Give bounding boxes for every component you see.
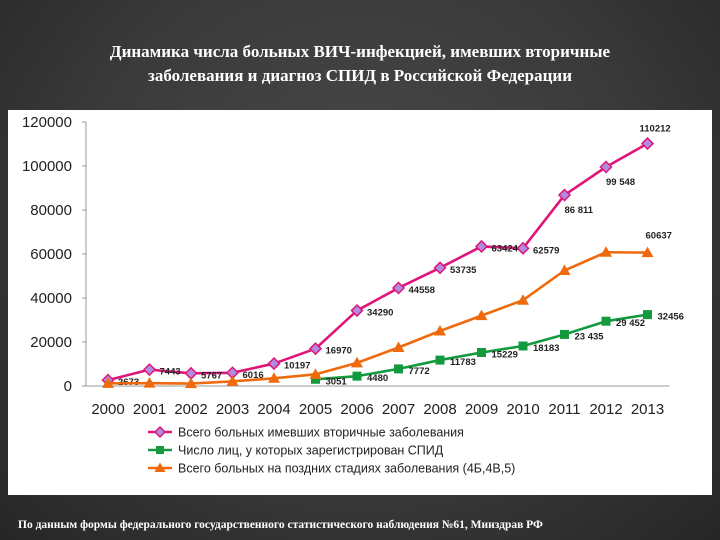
data-point-square <box>601 316 611 326</box>
data-point-diamond <box>599 160 613 174</box>
data-label: 29 452 <box>616 318 645 329</box>
chart-area: 0 20000 40000 60000 80000 100000 120000 2000 200… <box>8 110 712 495</box>
data-point-triangle <box>641 246 654 258</box>
data-point-triangle <box>475 309 488 321</box>
data-point-square <box>394 364 403 374</box>
y-tick-label: 0 <box>64 378 72 395</box>
legend-label: Всего больных имевших вторичные заболева… <box>178 426 464 440</box>
data-point-triangle <box>102 377 114 388</box>
data-point-triangle <box>600 246 612 257</box>
data-label: 7772 <box>409 366 430 377</box>
data-point-triangle <box>268 372 280 383</box>
legend-marker-square <box>156 446 164 454</box>
x-tick-label: 2012 <box>589 401 622 418</box>
data-label: 63424 <box>492 243 519 254</box>
data-point-diamond <box>267 357 281 371</box>
y-tick-label: 20000 <box>30 334 72 351</box>
data-point-diamond <box>184 366 198 380</box>
data-point-diamond <box>640 136 655 151</box>
data-point-diamond <box>391 281 406 295</box>
x-tick-label: 2003 <box>216 401 249 418</box>
data-label: 10197 <box>284 361 310 372</box>
data-label: 5767 <box>201 370 222 381</box>
data-point-diamond <box>142 363 157 377</box>
data-point-square <box>560 329 569 339</box>
legend-marker-diamond <box>153 425 167 439</box>
title-line-1: Динамика числа больных ВИЧ-инфекцией, им… <box>109 42 611 61</box>
title-line-2: заболевания и диагноз СПИД в Российской … <box>147 66 573 85</box>
data-label: 34290 <box>367 308 393 319</box>
chart-title: Динамика числа больных ВИЧ-инфекцией, им… <box>40 40 680 88</box>
x-tick-label: 2008 <box>423 401 456 418</box>
data-point-diamond <box>474 239 489 254</box>
data-point-triangle <box>392 341 405 352</box>
series-line-1 <box>107 142 649 382</box>
x-tick-label: 2002 <box>174 401 207 418</box>
x-tick-label: 2001 <box>133 401 166 418</box>
data-label: 60637 <box>646 231 672 242</box>
data-label: 18183 <box>533 343 559 354</box>
x-tick-label: 2007 <box>382 401 415 418</box>
data-point-diamond <box>557 188 572 202</box>
y-tick-label: 80000 <box>30 202 72 219</box>
line-chart: 0 20000 40000 60000 80000 100000 120000 2000 200… <box>22 114 684 476</box>
data-point-square <box>435 355 445 365</box>
data-point-triangle <box>351 356 363 368</box>
data-label: 4480 <box>367 373 388 384</box>
data-point-diamond <box>350 304 364 318</box>
x-tick-label: 2011 <box>548 401 580 418</box>
x-tick-label: 2000 <box>91 401 124 418</box>
data-label: 3051 <box>326 376 348 387</box>
x-tick-label: 2004 <box>257 401 290 418</box>
data-point-diamond <box>433 261 447 275</box>
data-point-triangle <box>226 375 239 386</box>
y-tick-label: 40000 <box>30 290 72 307</box>
x-tick-label: 2006 <box>340 401 373 418</box>
data-label: 6016 <box>243 370 264 381</box>
data-label: 44558 <box>409 285 435 296</box>
y-tick-label: 100000 <box>22 158 72 175</box>
legend-label: Всего больных на поздних стадиях заболев… <box>178 462 515 476</box>
y-tick-label: 60000 <box>30 246 72 263</box>
data-label: 15229 <box>492 349 518 360</box>
legend-label: Число лиц, у которых зарегистрирован СПИ… <box>178 444 444 458</box>
data-point-square <box>518 341 528 351</box>
data-label: 32456 <box>658 312 684 323</box>
data-point-diamond <box>308 342 323 356</box>
data-label: 53735 <box>450 265 477 276</box>
data-point-triangle <box>309 368 322 379</box>
data-point-square <box>352 371 362 381</box>
data-label: 11783 <box>450 357 476 368</box>
x-tick-label: 2010 <box>506 401 539 418</box>
data-label: 7443 <box>160 367 181 378</box>
data-label: 86 811 <box>565 205 594 216</box>
data-point-square <box>643 310 652 320</box>
x-tick-label: 2013 <box>631 401 664 418</box>
series-line-2 <box>315 313 648 381</box>
series-line-3 <box>107 250 648 385</box>
data-label: 23 435 <box>575 331 605 342</box>
data-point-diamond <box>516 241 530 255</box>
data-point-triangle <box>434 325 446 336</box>
data-label: 16970 <box>326 346 352 357</box>
source-footnote: По данным формы федерального государстве… <box>18 519 543 531</box>
legend-marker-triangle <box>154 462 166 472</box>
data-point-square <box>311 374 320 384</box>
data-point-triangle <box>185 377 197 389</box>
y-tick-label: 120000 <box>22 114 72 131</box>
data-point-square <box>477 347 486 357</box>
x-tick-label: 2009 <box>465 401 498 418</box>
x-tick-label: 2005 <box>299 401 332 418</box>
data-label: 110212 <box>640 124 671 135</box>
data-point-triangle <box>558 264 571 275</box>
data-label: 62579 <box>533 245 559 256</box>
data-point-triangle <box>517 294 529 305</box>
data-label: 99 548 <box>606 177 635 188</box>
data-point-triangle <box>143 377 156 388</box>
